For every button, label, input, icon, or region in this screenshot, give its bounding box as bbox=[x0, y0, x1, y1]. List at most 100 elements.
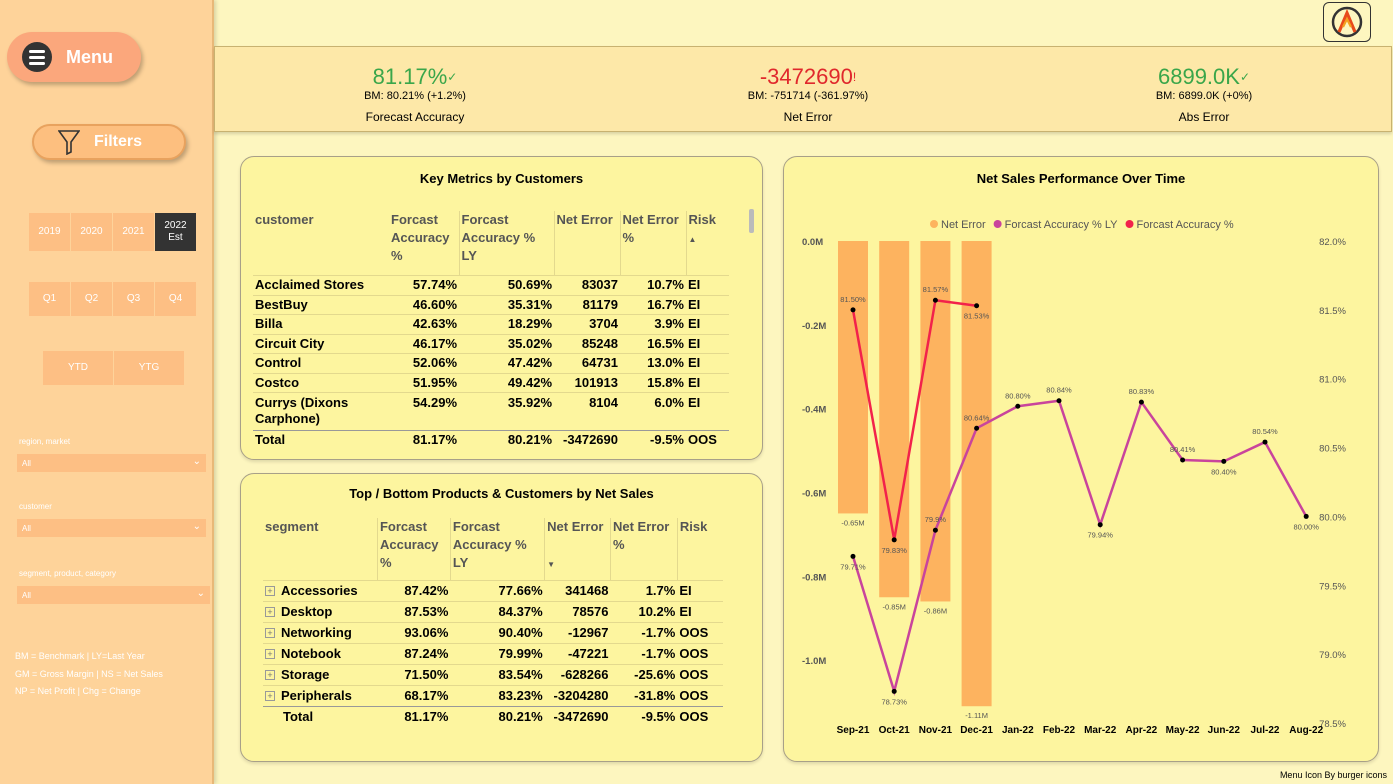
left-axis-tick: 0.0M bbox=[802, 237, 823, 248]
period-slicer: YTD YTG bbox=[43, 351, 184, 385]
menu-button[interactable]: Menu bbox=[7, 32, 141, 82]
products-customers-panel: Top / Bottom Products & Customers by Net… bbox=[240, 473, 763, 762]
table-row[interactable]: Acclaimed Stores 57.74% 50.69% 83037 10.7% EI bbox=[253, 274, 729, 295]
table-row[interactable]: Costco 51.95% 49.42% 101913 15.8% EI bbox=[253, 372, 729, 392]
net-error-bar bbox=[879, 241, 910, 598]
brand-logo[interactable] bbox=[1323, 2, 1371, 42]
table-row[interactable]: + Accessories 87.42% 77.66% 341468 1.7% EI bbox=[263, 579, 723, 601]
net-error-data-label: -0.85M bbox=[883, 602, 906, 611]
table-row[interactable]: Control 52.06% 47.42% 64731 13.0% EI bbox=[253, 352, 729, 373]
panel-title: Top / Bottom Products & Customers by Net… bbox=[349, 486, 654, 501]
table-row[interactable]: + Networking 93.06% 90.40% -12967 -1.7% OOS bbox=[263, 621, 723, 643]
accuracy-line bbox=[851, 298, 977, 541]
hamburger-icon bbox=[22, 42, 52, 72]
line-point bbox=[1097, 522, 1103, 528]
accuracy-ly-data-label: 80.41% bbox=[1170, 445, 1196, 454]
year-slicer: 2019 2020 2021 2022 Est bbox=[29, 213, 196, 251]
column-header-segment[interactable]: segment bbox=[265, 519, 319, 534]
chevron-down-icon: ⌄ bbox=[192, 456, 201, 467]
net-sales-chart-panel: Net Sales Performance Over Time Net Erro… bbox=[783, 156, 1379, 762]
quarter-option-q4[interactable]: Q4 bbox=[155, 282, 196, 316]
column-header-forecast-accuracy[interactable]: Forcast Accuracy % bbox=[376, 518, 451, 580]
footer-credit: Menu Icon By burger icons bbox=[1279, 770, 1387, 780]
table-total-row: Total 81.17% 80.21% -3472690 -9.5% OOS bbox=[253, 429, 729, 450]
table-row[interactable]: + Desktop 87.53% 84.37% 78576 10.2% EI bbox=[263, 600, 723, 622]
expand-icon[interactable]: + bbox=[265, 691, 275, 702]
line-point bbox=[1180, 457, 1186, 463]
kpi-value: 6899.0K bbox=[1157, 64, 1240, 89]
column-header-risk[interactable]: Risk ▲ bbox=[685, 211, 729, 275]
column-header-net-error-pct[interactable]: Net Error % bbox=[619, 211, 686, 275]
column-header-forecast-accuracy[interactable]: Forcast Accuracy % bbox=[391, 212, 450, 263]
line-point bbox=[850, 307, 856, 313]
customer-filter-value: All bbox=[22, 524, 31, 533]
accuracy-ly-data-label: 80.64% bbox=[964, 413, 990, 422]
region-market-value: All bbox=[22, 459, 31, 468]
legend-marker bbox=[1125, 220, 1134, 228]
year-option-2020[interactable]: 2020 bbox=[71, 213, 112, 251]
column-header-net-error[interactable]: Net Error ▼ bbox=[544, 518, 611, 580]
chevron-down-icon: ⌄ bbox=[192, 521, 201, 532]
filters-button[interactable]: Filters bbox=[32, 124, 186, 160]
table-row[interactable]: + Notebook 87.24% 79.99% -47221 -1.7% OOS bbox=[263, 642, 723, 664]
table-row[interactable]: + Storage 71.50% 83.54% -628266 -25.6% OOS bbox=[263, 663, 723, 685]
column-header-forecast-accuracy-ly[interactable]: Forcast Accuracy % LY bbox=[449, 518, 545, 580]
table-row[interactable]: Billa 42.63% 18.29% 3704 3.9% EI bbox=[253, 313, 729, 334]
customer-dropdown[interactable]: All ⌄ bbox=[17, 519, 206, 537]
sort-ascending-icon: ▲ bbox=[688, 235, 697, 244]
expand-icon[interactable]: + bbox=[265, 628, 275, 639]
line-point bbox=[932, 527, 938, 533]
segment-filter-value: All bbox=[22, 591, 31, 600]
column-header-customer[interactable]: customer bbox=[255, 212, 314, 227]
sidebar: Menu Filters 2019 2020 2021 2022 Est Q1 Q… bbox=[0, 0, 214, 784]
x-axis-tick: Jun-22 bbox=[1208, 725, 1241, 736]
x-axis-tick: Aug-22 bbox=[1289, 725, 1323, 736]
year-option-2022[interactable]: 2022 Est bbox=[155, 213, 196, 251]
net-error-data-label: -0.65M bbox=[841, 518, 864, 527]
region-market-dropdown[interactable]: All ⌄ bbox=[17, 454, 206, 472]
column-header-net-error[interactable]: Net Error bbox=[553, 211, 620, 275]
legend-label: Net Error bbox=[941, 219, 986, 231]
table-row[interactable]: BestBuy 46.60% 35.31% 81179 16.7% EI bbox=[253, 294, 729, 314]
accuracy-ly-data-label: 80.84% bbox=[1046, 386, 1072, 395]
chevron-down-icon: ⌄ bbox=[196, 588, 205, 599]
column-header-forecast-accuracy-ly[interactable]: Forcast Accuracy % LY bbox=[458, 211, 554, 275]
left-axis-tick: -0.6M bbox=[802, 488, 826, 499]
year-option-2019[interactable]: 2019 bbox=[29, 213, 70, 251]
kpi-label: Net Error bbox=[783, 110, 833, 124]
segment-product-category-dropdown[interactable]: All ⌄ bbox=[17, 586, 210, 604]
quarter-option-q2[interactable]: Q2 bbox=[71, 282, 112, 316]
year-option-2021[interactable]: 2021 bbox=[113, 213, 154, 251]
table-row[interactable]: Currys (Dixons Carphone) 54.29% 35.92% 8104… bbox=[253, 391, 729, 430]
line-point bbox=[1303, 513, 1309, 519]
expand-icon[interactable]: + bbox=[265, 649, 275, 660]
quarter-option-q1[interactable]: Q1 bbox=[29, 282, 70, 316]
line-point bbox=[932, 297, 938, 303]
quarter-slicer: Q1 Q2 Q3 Q4 bbox=[29, 282, 196, 316]
quarter-option-q3[interactable]: Q3 bbox=[113, 282, 154, 316]
kpi-label: Forecast Accuracy bbox=[365, 110, 465, 124]
column-header-net-error-pct[interactable]: Net Error % bbox=[609, 518, 678, 580]
expand-icon[interactable]: + bbox=[265, 607, 275, 618]
net-error-data-label: -0.86M bbox=[924, 606, 947, 615]
line-point bbox=[1221, 458, 1227, 464]
column-header-risk[interactable]: Risk bbox=[676, 518, 723, 580]
line-point bbox=[1262, 439, 1268, 445]
x-axis-tick: Mar-22 bbox=[1084, 725, 1117, 736]
sort-descending-icon: ▼ bbox=[547, 560, 556, 569]
period-option-ytg[interactable]: YTG bbox=[114, 351, 184, 385]
table-row[interactable]: + Peripherals 68.17% 83.23% -3204280 -31.8% OO… bbox=[263, 684, 723, 706]
accuracy-ly-data-label: 80.00% bbox=[1293, 522, 1319, 531]
accuracy-ly-data-label: 80.54% bbox=[1252, 427, 1278, 436]
table-scrollbar[interactable] bbox=[749, 209, 754, 233]
right-axis-tick: 78.5% bbox=[1319, 719, 1346, 730]
kpi-forecast-accuracy: 81.17%✓ BM: 80.21% (+1.2%) Forecast Accu… bbox=[305, 65, 525, 125]
expand-icon[interactable]: + bbox=[265, 670, 275, 681]
customers-metrics-panel: Key Metrics by Customers customer Forcas… bbox=[240, 156, 763, 460]
x-axis-tick: Jul-22 bbox=[1251, 725, 1280, 736]
period-option-ytd[interactable]: YTD bbox=[43, 351, 113, 385]
table-total-row: Total 81.17% 80.21% -3472690 -9.5% OOS bbox=[263, 705, 723, 727]
expand-icon[interactable]: + bbox=[265, 586, 275, 597]
table-row[interactable]: Circuit City 46.17% 35.02% 85248 16.5% EI bbox=[253, 333, 729, 353]
x-axis-tick: Jan-22 bbox=[1002, 725, 1034, 736]
